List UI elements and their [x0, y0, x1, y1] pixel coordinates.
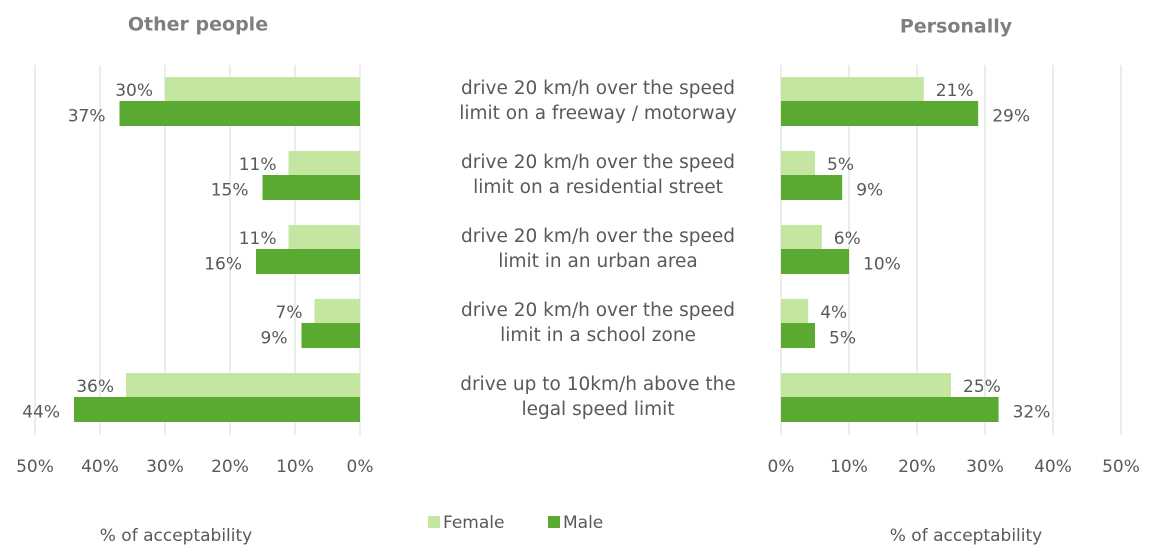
- category-label: drive 20 km/h over the speed limit on a …: [461, 152, 735, 198]
- bar: [781, 323, 815, 348]
- value-label: 7%: [276, 303, 303, 323]
- bar: [781, 77, 924, 101]
- x-tick-label: 20%: [211, 457, 249, 477]
- x-tick-label: 0%: [347, 457, 374, 477]
- x-axis-label: % of acceptability: [100, 526, 252, 546]
- value-label: 11%: [239, 229, 277, 249]
- value-label: 16%: [204, 255, 242, 275]
- x-tick-label: 10%: [276, 457, 314, 477]
- x-tick-label: 40%: [1034, 457, 1072, 477]
- bar: [288, 151, 360, 175]
- bar: [301, 323, 360, 348]
- chart-title: Other people: [128, 14, 268, 36]
- bar: [256, 249, 360, 274]
- bar: [781, 299, 809, 323]
- value-label: 37%: [68, 107, 106, 127]
- value-label: 25%: [963, 377, 1001, 397]
- bar: [781, 101, 979, 126]
- bar: [165, 77, 360, 101]
- x-tick-label: 20%: [898, 457, 936, 477]
- bar: [288, 225, 360, 249]
- value-label: 29%: [992, 107, 1030, 127]
- chart-title: Personally: [900, 16, 1013, 38]
- bar: [781, 373, 951, 397]
- bar: [781, 225, 822, 249]
- category-label: drive 20 km/h over the speed limit on a …: [459, 78, 737, 124]
- value-label: 9%: [261, 329, 288, 349]
- bar: [781, 397, 999, 422]
- bar: [119, 101, 360, 126]
- bar: [126, 373, 360, 397]
- legend-label: Male: [563, 513, 603, 533]
- legend-swatch: [428, 516, 440, 528]
- value-label: 4%: [820, 303, 847, 323]
- legend-swatch: [548, 516, 560, 528]
- category-label: drive up to 10km/h above the legal speed…: [460, 374, 736, 420]
- value-label: 9%: [856, 181, 883, 201]
- value-label: 6%: [834, 229, 861, 249]
- x-tick-label: 30%: [966, 457, 1004, 477]
- x-tick-label: 10%: [830, 457, 868, 477]
- value-label: 11%: [239, 155, 277, 175]
- bar: [781, 249, 849, 274]
- value-label: 36%: [76, 377, 114, 397]
- value-label: 5%: [829, 329, 856, 349]
- x-tick-label: 0%: [768, 457, 795, 477]
- x-tick-label: 40%: [81, 457, 119, 477]
- category-label: drive 20 km/h over the speed limit in a …: [461, 300, 735, 346]
- legend-label: Female: [443, 513, 504, 533]
- value-label: 44%: [22, 403, 60, 423]
- x-tick-label: 30%: [146, 457, 184, 477]
- value-label: 32%: [1013, 403, 1051, 423]
- category-label: drive 20 km/h over the speed limit in an…: [461, 226, 735, 272]
- bar: [314, 299, 360, 323]
- bar: [262, 175, 360, 200]
- value-label: 30%: [115, 81, 153, 101]
- x-axis-label: % of acceptability: [890, 526, 1042, 546]
- value-label: 10%: [863, 255, 901, 275]
- value-label: 15%: [211, 181, 249, 201]
- bar: [781, 151, 815, 175]
- value-label: 21%: [936, 81, 974, 101]
- value-label: 5%: [827, 155, 854, 175]
- bar: [781, 175, 843, 200]
- x-tick-label: 50%: [16, 457, 54, 477]
- x-tick-label: 50%: [1102, 457, 1140, 477]
- bar: [74, 397, 360, 422]
